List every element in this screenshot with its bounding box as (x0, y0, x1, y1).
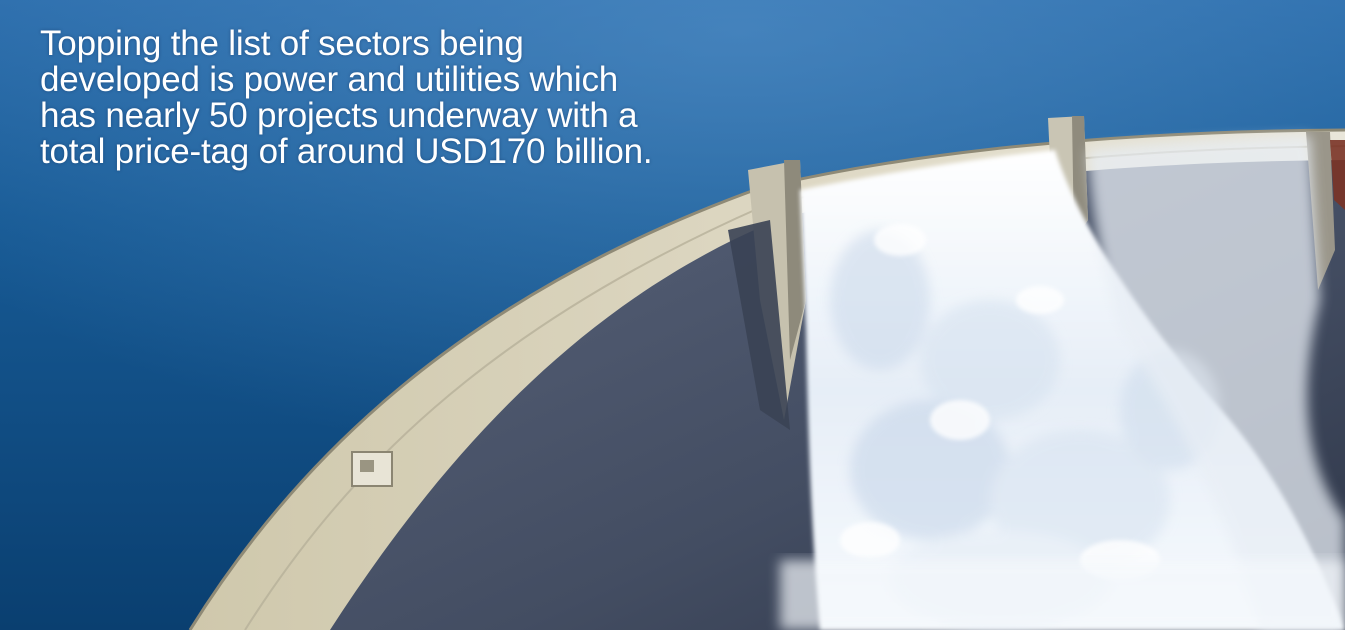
gatehouse-block (351, 451, 393, 487)
caption-text: Topping the list of sectors being develo… (40, 24, 653, 171)
